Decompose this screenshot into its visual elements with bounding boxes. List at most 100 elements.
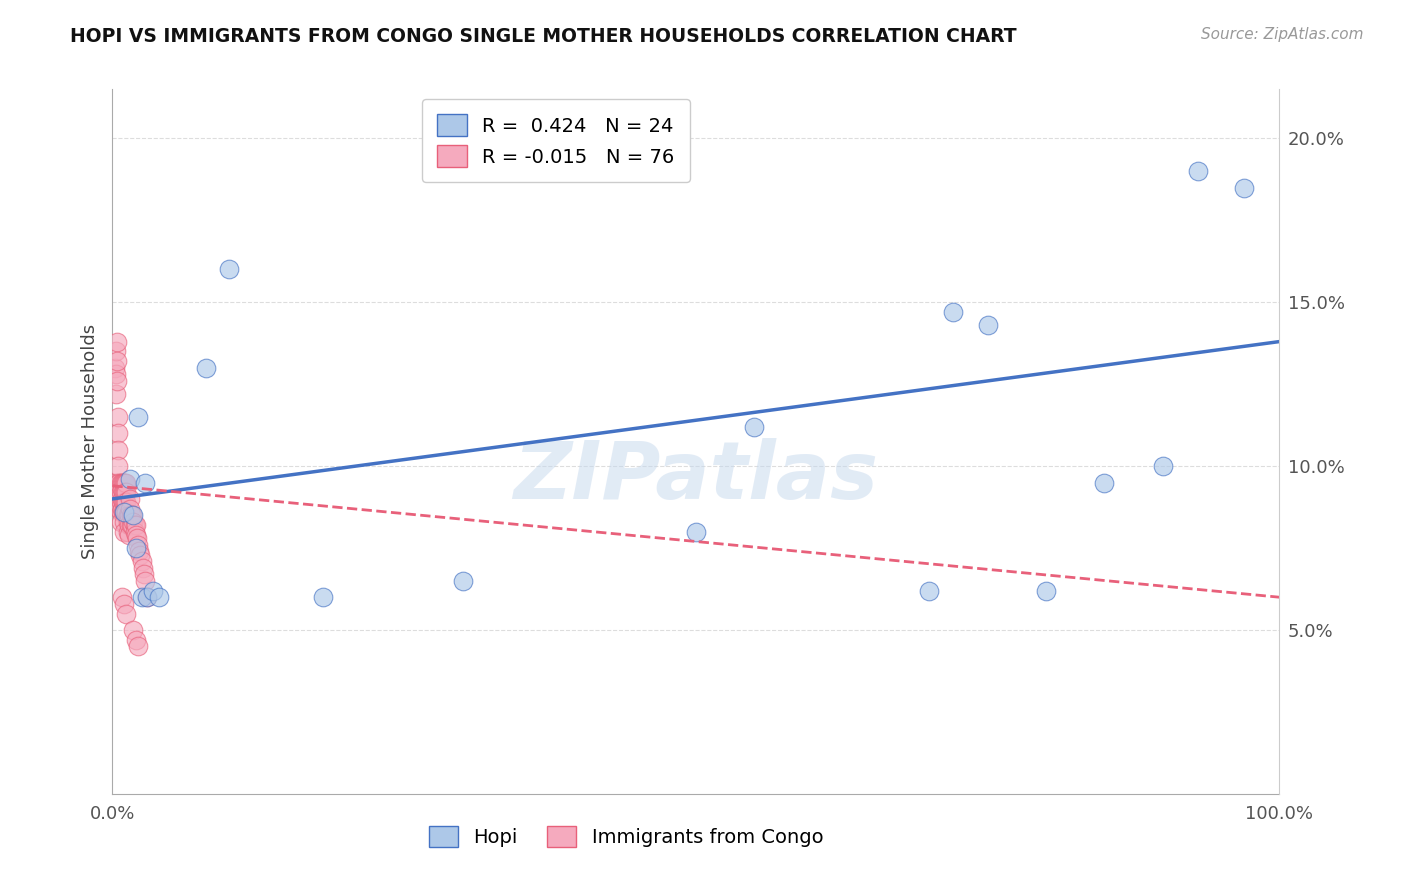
Point	[111, 501, 134, 516]
Legend: Hopi, Immigrants from Congo: Hopi, Immigrants from Congo	[420, 818, 831, 855]
Point	[107, 426, 129, 441]
Point	[125, 541, 148, 555]
Point	[131, 554, 153, 568]
Point	[111, 475, 134, 490]
Point	[112, 495, 135, 509]
Point	[124, 518, 146, 533]
Point	[118, 501, 141, 516]
Point	[121, 518, 143, 533]
Point	[110, 485, 132, 500]
Point	[112, 524, 135, 539]
Point	[107, 442, 129, 457]
Point	[127, 640, 149, 654]
Point	[942, 305, 965, 319]
Point	[115, 475, 138, 490]
Point	[108, 501, 131, 516]
Point	[110, 515, 132, 529]
Point	[122, 623, 145, 637]
Point	[112, 505, 135, 519]
Point	[104, 344, 127, 359]
Point	[104, 360, 127, 375]
Point	[136, 591, 159, 605]
Point	[142, 583, 165, 598]
Point	[148, 591, 170, 605]
Point	[104, 368, 127, 382]
Point	[125, 632, 148, 647]
Point	[108, 475, 131, 490]
Point	[112, 475, 135, 490]
Point	[117, 515, 139, 529]
Point	[105, 354, 128, 368]
Point	[105, 334, 128, 349]
Point	[110, 495, 132, 509]
Point	[121, 508, 143, 523]
Point	[107, 409, 129, 424]
Point	[111, 505, 134, 519]
Point	[111, 495, 134, 509]
Point	[132, 560, 155, 574]
Point	[107, 475, 129, 490]
Point	[104, 387, 127, 401]
Point	[118, 528, 141, 542]
Point	[134, 574, 156, 588]
Point	[1094, 475, 1116, 490]
Point	[124, 524, 146, 539]
Point	[114, 495, 136, 509]
Point	[218, 262, 240, 277]
Point	[107, 459, 129, 474]
Point	[127, 409, 149, 424]
Text: Source: ZipAtlas.com: Source: ZipAtlas.com	[1201, 27, 1364, 42]
Point	[131, 591, 153, 605]
Point	[115, 607, 138, 621]
Point	[114, 485, 136, 500]
Point	[112, 597, 135, 611]
Point	[111, 475, 134, 490]
Text: HOPI VS IMMIGRANTS FROM CONGO SINGLE MOTHER HOUSEHOLDS CORRELATION CHART: HOPI VS IMMIGRANTS FROM CONGO SINGLE MOT…	[70, 27, 1017, 45]
Point	[918, 583, 941, 598]
Point	[104, 475, 127, 490]
Point	[120, 518, 142, 533]
Point	[311, 591, 333, 605]
Point	[194, 360, 217, 375]
Point	[1035, 583, 1057, 598]
Point	[118, 508, 141, 523]
Point	[744, 419, 766, 434]
Point	[108, 491, 131, 506]
Point	[136, 591, 159, 605]
Point	[110, 505, 132, 519]
Point	[112, 505, 135, 519]
Point	[129, 548, 152, 562]
Point	[115, 495, 138, 509]
Y-axis label: Single Mother Households: Single Mother Households	[80, 324, 98, 559]
Point	[1152, 459, 1174, 474]
Point	[118, 518, 141, 533]
Point	[114, 475, 136, 490]
Point	[125, 518, 148, 533]
Point	[112, 485, 135, 500]
Point	[128, 544, 150, 558]
Point	[108, 482, 131, 496]
Point	[122, 515, 145, 529]
Point	[118, 491, 141, 506]
Point	[114, 505, 136, 519]
Point	[111, 491, 134, 506]
Point	[120, 508, 142, 523]
Point	[117, 508, 139, 523]
Point	[122, 508, 145, 523]
Point	[111, 482, 134, 496]
Point	[1233, 180, 1256, 194]
Point	[134, 475, 156, 490]
Text: ZIPatlas: ZIPatlas	[513, 438, 879, 516]
Point	[111, 591, 134, 605]
Point	[125, 531, 148, 545]
Point	[117, 524, 139, 539]
Point	[132, 567, 155, 582]
Point	[115, 485, 138, 500]
Point	[125, 528, 148, 542]
Point	[118, 472, 141, 486]
Point	[685, 524, 707, 539]
Point	[111, 485, 134, 500]
Point	[127, 538, 149, 552]
Point	[451, 574, 474, 588]
Point	[110, 475, 132, 490]
